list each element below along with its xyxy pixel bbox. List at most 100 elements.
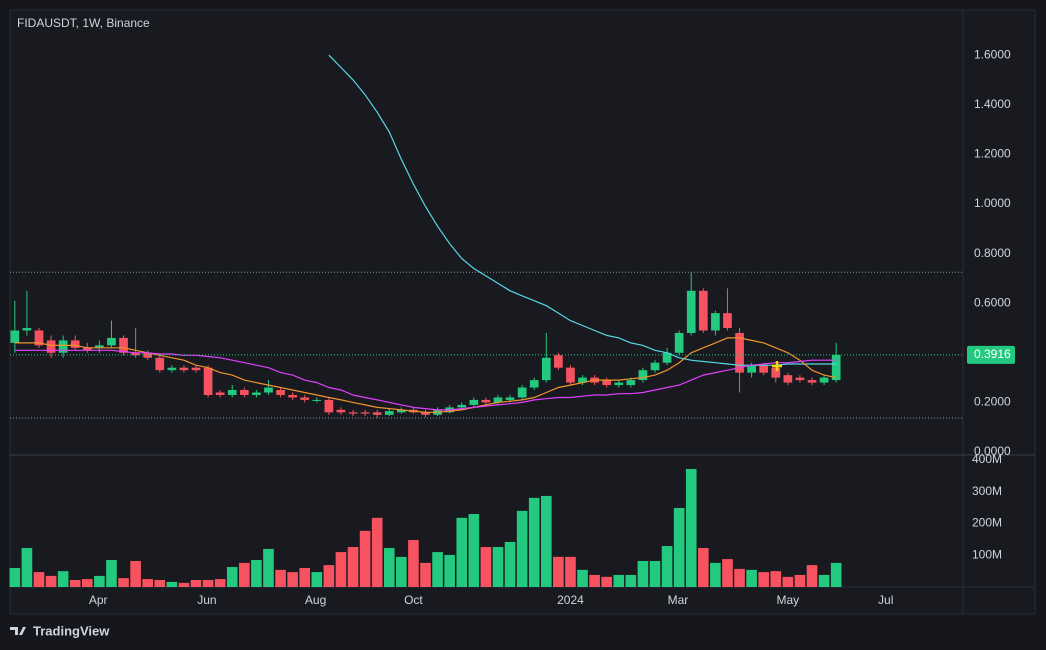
- volume-bar: [637, 560, 649, 587]
- volume-bar: [214, 579, 226, 587]
- candle-body: [771, 367, 781, 378]
- candle-body: [34, 330, 44, 346]
- candle-body: [493, 397, 503, 403]
- y-tick-label: 0.0000: [974, 444, 1011, 458]
- candle-body: [239, 390, 249, 395]
- candle-body: [215, 392, 225, 395]
- candle-body: [82, 347, 92, 351]
- candle-body: [650, 362, 660, 371]
- candle-body: [517, 387, 527, 398]
- volume-bar: [383, 547, 395, 587]
- volume-bar: [142, 579, 154, 587]
- volume-bar: [166, 581, 178, 587]
- volume-tick-label: 400M: [972, 452, 1002, 466]
- candle-body: [288, 394, 297, 398]
- candle-body: [300, 397, 310, 400]
- volume-bar: [577, 569, 588, 587]
- candle-body: [735, 332, 744, 373]
- volume-bar: [347, 547, 359, 587]
- volume-bar: [480, 547, 492, 587]
- volume-bar: [710, 562, 721, 587]
- x-tick-label: Mar: [668, 593, 689, 607]
- candle-body: [686, 290, 696, 333]
- brand: TradingView: [33, 623, 110, 638]
- volume-tick-label: 200M: [972, 516, 1002, 530]
- volume-bar: [275, 569, 286, 587]
- volume-bar: [311, 572, 323, 587]
- y-tick-label: 0.8000: [974, 246, 1011, 260]
- volume-bar: [794, 574, 806, 587]
- x-tick-label: 2024: [557, 593, 584, 607]
- volume-bar: [492, 547, 504, 587]
- volume-bar: [649, 560, 661, 587]
- candle-body: [336, 409, 346, 413]
- volume-bar: [81, 579, 93, 587]
- candle-body: [396, 409, 406, 413]
- volume-bar: [540, 495, 552, 587]
- candle-body: [602, 380, 612, 386]
- volume-bar: [287, 572, 298, 587]
- candle-body: [759, 365, 769, 373]
- candle-body: [264, 387, 273, 393]
- x-tick-label: Aug: [305, 593, 326, 607]
- candle-body: [203, 367, 213, 395]
- volume-bar: [21, 547, 33, 587]
- candle-body: [252, 392, 261, 395]
- candle-body: [723, 313, 732, 328]
- y-tick-label: 0.6000: [974, 295, 1011, 309]
- volume-tick-label: 100M: [972, 547, 1002, 561]
- candle-body: [324, 399, 334, 413]
- candle-body: [529, 380, 539, 388]
- volume-bar: [722, 559, 733, 587]
- volume-bar: [154, 580, 166, 587]
- candle-body: [674, 332, 684, 353]
- volume-bar: [94, 575, 105, 587]
- volume-bar: [106, 560, 117, 587]
- candle-body: [191, 367, 201, 371]
- volume-bar: [371, 517, 383, 587]
- y-tick-label: 1.0000: [974, 196, 1011, 210]
- volume-bar: [33, 572, 45, 587]
- volume-bar: [830, 562, 842, 587]
- candle-body: [698, 290, 708, 331]
- volume-bar: [226, 567, 238, 587]
- candle-body: [457, 404, 467, 408]
- plot: 0.0000 0.2000 0.6000 0.8000 1.0000 1.2000 1.40…: [9, 47, 1015, 607]
- candle-body: [578, 377, 587, 383]
- candle-body: [70, 340, 80, 348]
- candle-body: [227, 390, 237, 395]
- volume-bar: [516, 510, 528, 587]
- volume-bar: [57, 571, 69, 587]
- candle-body: [541, 357, 551, 381]
- last-price-badge: [967, 345, 1015, 364]
- candle-body: [372, 412, 382, 415]
- volume-bar: [45, 575, 57, 587]
- volume-bar: [456, 517, 468, 587]
- candle-body: [143, 352, 153, 358]
- volume-bar: [673, 507, 685, 587]
- cursor: [772, 361, 782, 371]
- volume-tick-label: 300M: [972, 484, 1002, 498]
- volume-bar: [432, 552, 443, 587]
- candle-body: [58, 340, 68, 353]
- candle-body: [505, 397, 515, 400]
- volume-bar: [770, 571, 782, 587]
- candle-body: [554, 355, 563, 368]
- candle-body: [95, 345, 104, 348]
- volume-bar: [601, 576, 612, 587]
- volume-bar: [69, 580, 81, 587]
- volume-bar: [9, 567, 21, 587]
- candle-body: [22, 327, 32, 331]
- volume-bar: [613, 574, 625, 587]
- candle-body: [179, 367, 189, 371]
- volume-bar: [589, 574, 600, 587]
- candle-body: [481, 399, 491, 403]
- candle-body: [119, 337, 128, 353]
- candle-body: [360, 412, 370, 414]
- volume-bar: [239, 562, 250, 587]
- volume-bar: [323, 565, 335, 587]
- volume-bar: [130, 560, 141, 587]
- candle-body: [348, 412, 358, 414]
